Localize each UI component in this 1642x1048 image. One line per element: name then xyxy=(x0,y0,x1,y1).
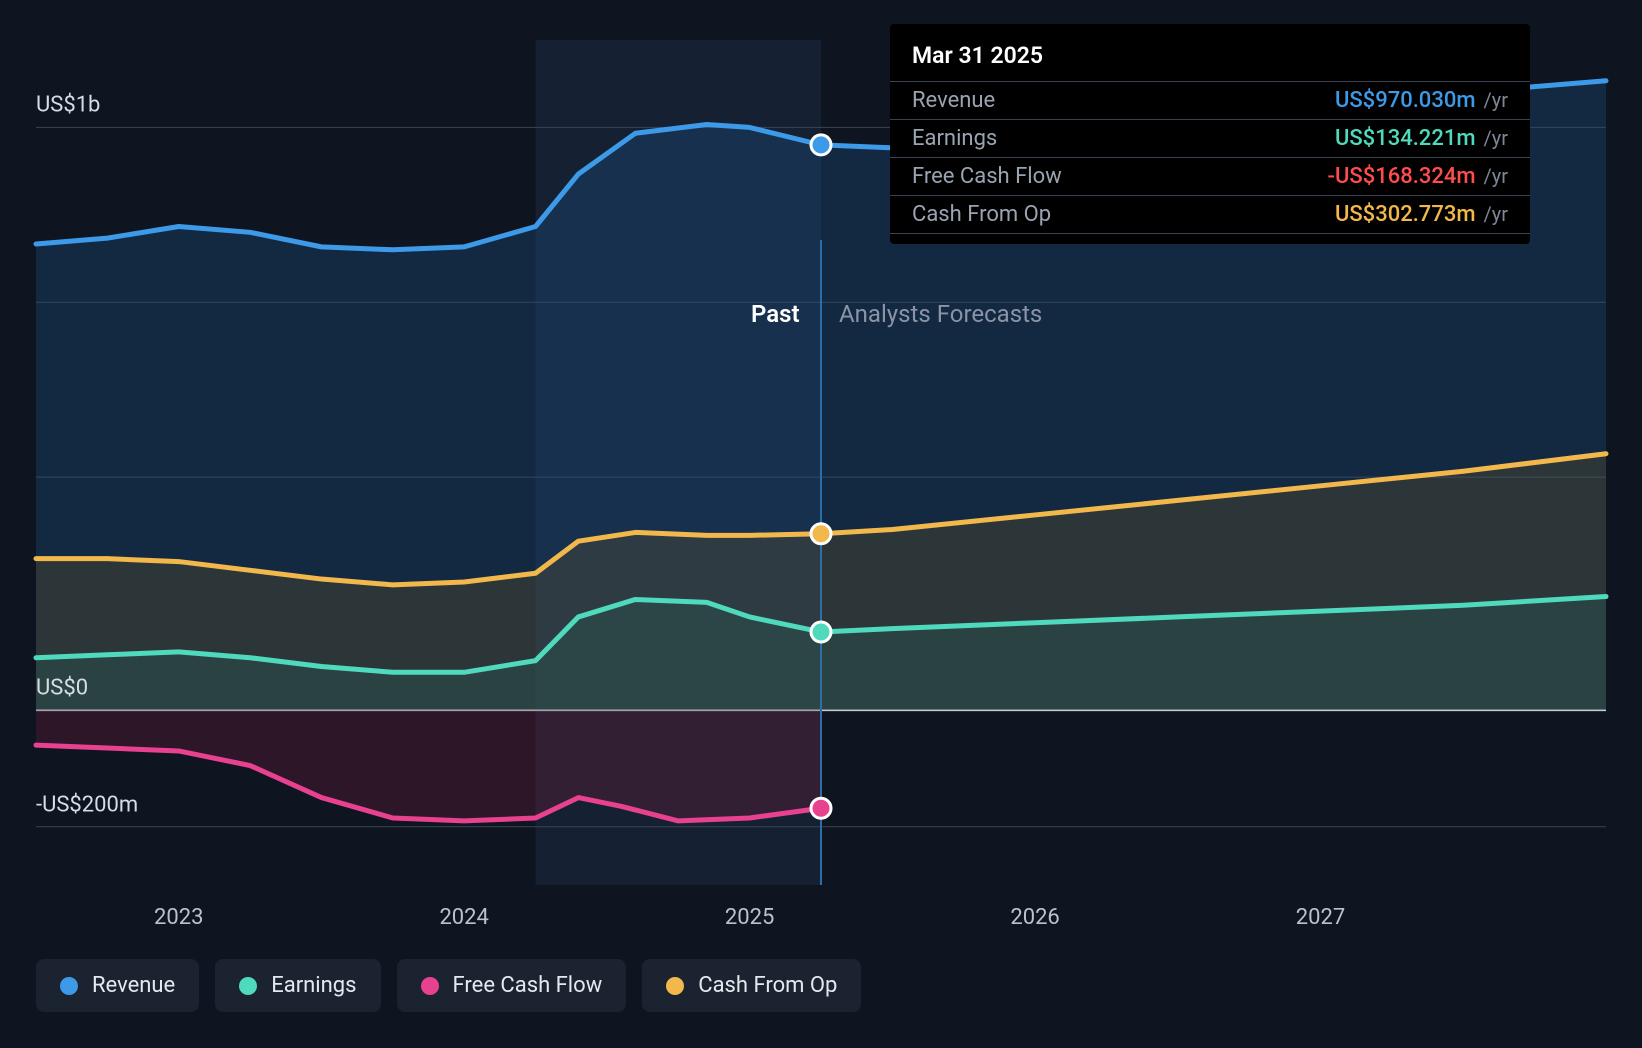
tooltip-row: Cash From OpUS$302.773m/yr xyxy=(890,195,1530,234)
tooltip-metric-value: US$134.221m xyxy=(1335,126,1476,151)
legend-label: Cash From Op xyxy=(698,973,837,998)
legend-label: Free Cash Flow xyxy=(453,973,603,998)
tooltip-metric-name: Revenue xyxy=(912,88,1335,113)
x-axis-label: 2023 xyxy=(154,905,203,930)
y-axis-label: -US$200m xyxy=(36,792,138,817)
legend-dot-icon xyxy=(666,977,684,995)
legend-dot-icon xyxy=(239,977,257,995)
tooltip-metric-name: Earnings xyxy=(912,126,1335,151)
x-axis-label: 2025 xyxy=(725,905,774,930)
x-axis-label: 2026 xyxy=(1010,905,1059,930)
tooltip-metric-unit: /yr xyxy=(1484,164,1509,188)
tooltip-row: Free Cash Flow-US$168.324m/yr xyxy=(890,157,1530,195)
legend-item-revenue[interactable]: Revenue xyxy=(36,959,199,1012)
legend-item-free-cash-flow[interactable]: Free Cash Flow xyxy=(397,959,627,1012)
y-axis-label: US$1b xyxy=(36,93,100,118)
chart-tooltip: Mar 31 2025 RevenueUS$970.030m/yrEarning… xyxy=(890,24,1530,244)
tooltip-metric-name: Cash From Op xyxy=(912,202,1335,227)
legend-dot-icon xyxy=(60,977,78,995)
tooltip-date: Mar 31 2025 xyxy=(890,38,1530,81)
legend-label: Earnings xyxy=(271,973,356,998)
tooltip-metric-value: -US$168.324m xyxy=(1328,164,1476,189)
past-label: Past xyxy=(751,300,800,328)
tooltip-row: RevenueUS$970.030m/yr xyxy=(890,81,1530,119)
forecast-label: Analysts Forecasts xyxy=(839,300,1042,328)
tooltip-metric-name: Free Cash Flow xyxy=(912,164,1328,189)
tooltip-rows: RevenueUS$970.030m/yrEarningsUS$134.221m… xyxy=(890,81,1530,234)
legend-item-earnings[interactable]: Earnings xyxy=(215,959,380,1012)
tooltip-metric-unit: /yr xyxy=(1484,126,1509,150)
tooltip-metric-value: US$302.773m xyxy=(1335,202,1476,227)
x-axis-label: 2024 xyxy=(439,905,488,930)
tooltip-metric-unit: /yr xyxy=(1484,88,1509,112)
legend-dot-icon xyxy=(421,977,439,995)
tooltip-metric-value: US$970.030m xyxy=(1335,88,1476,113)
financials-chart: Mar 31 2025 RevenueUS$970.030m/yrEarning… xyxy=(0,0,1642,1048)
legend-label: Revenue xyxy=(92,973,175,998)
chart-legend: Revenue Earnings Free Cash Flow Cash From O… xyxy=(36,959,861,1012)
y-axis-label: US$0 xyxy=(36,676,88,701)
x-axis-label: 2027 xyxy=(1296,905,1345,930)
legend-item-cash-from-op[interactable]: Cash From Op xyxy=(642,959,861,1012)
tooltip-row: EarningsUS$134.221m/yr xyxy=(890,119,1530,157)
tooltip-metric-unit: /yr xyxy=(1484,202,1509,226)
